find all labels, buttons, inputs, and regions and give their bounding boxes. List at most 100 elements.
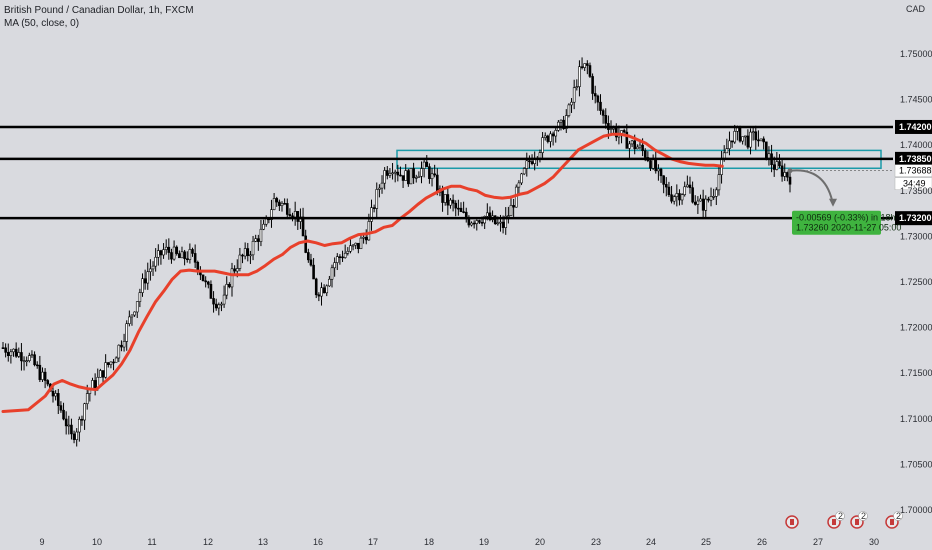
projection-box[interactable] xyxy=(792,210,881,235)
candle-body xyxy=(80,418,84,421)
canada-flag-icon[interactable] xyxy=(785,515,799,529)
candle-body xyxy=(385,170,389,176)
candle-body xyxy=(56,393,60,406)
symbol-title[interactable]: British Pound / Canadian Dollar, 1h, FXC… xyxy=(4,5,194,16)
candle xyxy=(399,166,402,177)
time-axis[interactable]: 9 10 11 12 13 16 17 18 19 20 23 24 25 26 27 30 xyxy=(39,537,879,547)
candle-body xyxy=(493,215,497,225)
price-axis[interactable]: 1.70000 1.70500 1.71000 1.71500 1.72000 1.725… xyxy=(900,4,932,515)
candle xyxy=(109,361,113,369)
flag-leaf xyxy=(855,519,859,525)
candle xyxy=(162,243,165,259)
candle-body xyxy=(167,246,171,253)
candle-body xyxy=(343,252,347,258)
y-tick-label: 1.71000 xyxy=(900,414,932,424)
candle-body xyxy=(741,136,744,142)
current-price-tag xyxy=(894,164,932,177)
candle-body xyxy=(214,303,218,309)
candle xyxy=(357,242,360,254)
candle xyxy=(578,60,581,97)
canada-flag-icon[interactable]: 2 xyxy=(885,511,903,529)
candle xyxy=(657,164,660,181)
candle xyxy=(172,240,176,261)
candle xyxy=(459,202,463,213)
candle-body xyxy=(509,205,513,216)
candle-body xyxy=(138,292,142,302)
candle xyxy=(762,136,765,150)
candle-body xyxy=(207,281,210,285)
canada-flag-icon[interactable]: 2 xyxy=(850,511,868,529)
candle-body xyxy=(120,344,123,348)
candle-body xyxy=(449,199,452,206)
x-tick-label: 18 xyxy=(424,537,434,547)
candle xyxy=(601,108,605,124)
candle-body xyxy=(601,110,605,116)
candle xyxy=(193,244,197,268)
candle xyxy=(346,247,350,256)
candle-body xyxy=(612,127,615,130)
candle-body xyxy=(783,172,787,177)
candle-body xyxy=(254,238,257,242)
candle xyxy=(156,244,160,266)
candle-body xyxy=(588,65,592,77)
ma-50-line xyxy=(1,132,724,413)
candle xyxy=(765,141,768,161)
x-tick-label: 20 xyxy=(535,537,545,547)
candle xyxy=(349,238,352,254)
projection-target-label: 1.73260 2020-11-27 05:00 xyxy=(796,223,901,233)
candle xyxy=(575,79,579,91)
candle xyxy=(317,292,321,302)
candle xyxy=(225,276,229,300)
candle-body xyxy=(364,236,368,241)
candle-body xyxy=(678,193,681,201)
candle xyxy=(504,207,508,235)
event-icons[interactable]: 2 2 2 xyxy=(785,511,903,529)
candle-body xyxy=(664,184,668,188)
candle-body xyxy=(551,133,555,137)
candle xyxy=(417,171,421,178)
candle-body xyxy=(222,294,226,305)
candle xyxy=(238,247,242,272)
candle xyxy=(243,242,247,260)
candle-body xyxy=(233,268,236,272)
canada-flag-icon[interactable]: 2 xyxy=(827,511,845,529)
candle xyxy=(22,356,26,371)
ma-line xyxy=(1,132,724,413)
candle xyxy=(164,239,168,255)
event-badge xyxy=(835,511,845,521)
indicator-label[interactable]: MA (50, close, 0) xyxy=(4,18,80,29)
candle xyxy=(320,282,323,306)
candle-body xyxy=(528,160,531,163)
candle-body xyxy=(33,354,36,366)
candle-body xyxy=(346,250,350,254)
candle-body xyxy=(575,86,579,89)
candle-body xyxy=(259,228,263,242)
candle xyxy=(525,152,529,177)
candle-body xyxy=(228,284,231,288)
candle-body xyxy=(99,370,102,378)
candle xyxy=(393,169,397,183)
candle-body xyxy=(580,66,584,69)
candle-body xyxy=(478,220,481,223)
candle xyxy=(35,361,39,369)
candle xyxy=(704,195,708,219)
candle xyxy=(778,154,781,169)
candle xyxy=(209,280,213,299)
candle xyxy=(788,171,792,193)
candle-body xyxy=(9,351,13,357)
event-badge-count: 2 xyxy=(861,511,866,521)
candle-body xyxy=(699,198,702,202)
candle-body xyxy=(64,418,68,427)
candle xyxy=(738,125,742,143)
candle-body xyxy=(170,252,173,260)
candle xyxy=(522,167,526,176)
candle xyxy=(412,162,415,184)
levels[interactable]: 1.74200 1.73850 1.73200 1.73688 34:49 xyxy=(0,119,932,226)
candle xyxy=(230,262,234,297)
candle xyxy=(20,343,23,371)
candle xyxy=(112,358,115,371)
candle xyxy=(217,302,221,316)
